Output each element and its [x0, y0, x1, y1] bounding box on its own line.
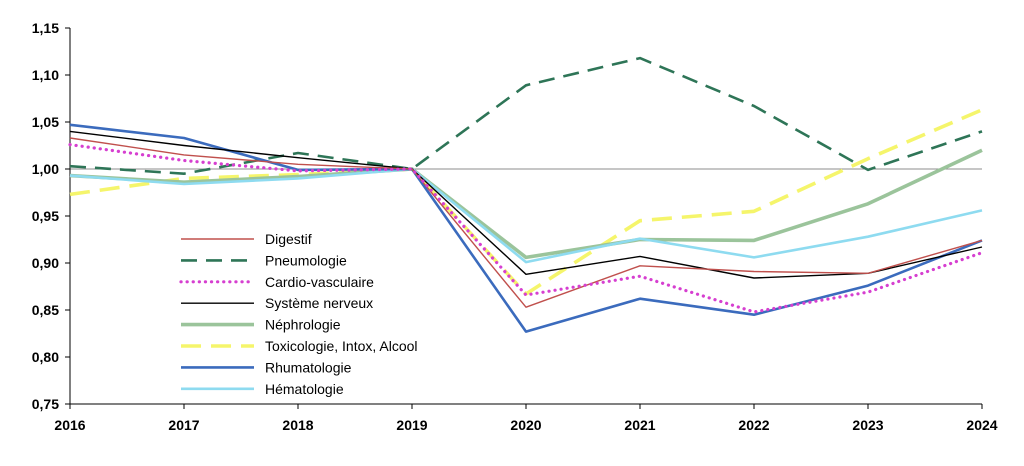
- y-tick-label: 1,15: [32, 20, 59, 36]
- x-tick-label: 2017: [168, 417, 199, 433]
- series-line-nerveux: [69, 130, 983, 279]
- legend-item-cardio: Cardio-vasculaire: [179, 274, 374, 290]
- x-tick-label: 2023: [852, 417, 883, 433]
- legend-label: Hématologie: [265, 381, 344, 397]
- series-line-pneumologie: [69, 56, 983, 175]
- legend-label: Système nerveux: [265, 295, 373, 311]
- series-line-toxicologie: [69, 108, 983, 296]
- x-tick-label: 2021: [624, 417, 655, 433]
- legend-label: Cardio-vasculaire: [265, 274, 374, 290]
- legend-item-nerveux: Système nerveux: [181, 295, 373, 311]
- x-axis: 2016 2017 2018 2019 2020 2021 2022 2023 2024: [54, 403, 998, 433]
- legend-item-pneumologie: Pneumologie: [181, 252, 347, 268]
- legend: Digestif Pneumologie Cardio-vasculaire Syst…: [179, 231, 418, 397]
- series-line-hematologie: [69, 167, 983, 264]
- y-tick-label: 1,05: [32, 114, 59, 130]
- series-line-cardio: [68, 143, 984, 314]
- y-tick-label: 1,10: [32, 67, 59, 83]
- legend-item-toxicologie: Toxicologie, Intox, Alcool: [181, 338, 418, 354]
- legend-label: Toxicologie, Intox, Alcool: [265, 338, 418, 354]
- x-tick-label: 2018: [282, 417, 313, 433]
- y-tick-label: 0,95: [32, 208, 59, 224]
- x-tick-label: 2019: [396, 417, 427, 433]
- legend-label: Rhumatologie: [265, 359, 352, 375]
- legend-item-hematologie: Hématologie: [181, 381, 344, 397]
- y-tick-label: 0,90: [32, 255, 59, 271]
- legend-label: Néphrologie: [265, 317, 341, 333]
- y-tick-label: 0,75: [32, 396, 59, 412]
- legend-label: Digestif: [265, 231, 312, 247]
- legend-item-nephrologie: Néphrologie: [181, 317, 341, 333]
- y-tick-label: 0,80: [32, 349, 59, 365]
- series-line-digestif: [69, 137, 983, 308]
- x-tick-label: 2024: [966, 417, 997, 433]
- series-layer: [68, 56, 984, 333]
- legend-item-rhumatologie: Rhumatologie: [181, 359, 352, 375]
- y-axis: 0,75 0,80 0,85 0,90 0,95 1,00 1,05 1,10 1,15: [32, 20, 71, 412]
- x-tick-label: 2016: [54, 417, 85, 433]
- y-tick-label: 0,85: [32, 302, 59, 318]
- series-line-nephrologie: [69, 148, 983, 260]
- x-tick-label: 2022: [738, 417, 769, 433]
- x-tick-label: 2020: [510, 417, 541, 433]
- series-line-rhumatologie: [69, 123, 983, 333]
- y-tick-label: 1,00: [32, 161, 59, 177]
- legend-item-digestif: Digestif: [181, 231, 312, 247]
- legend-label: Pneumologie: [265, 252, 347, 268]
